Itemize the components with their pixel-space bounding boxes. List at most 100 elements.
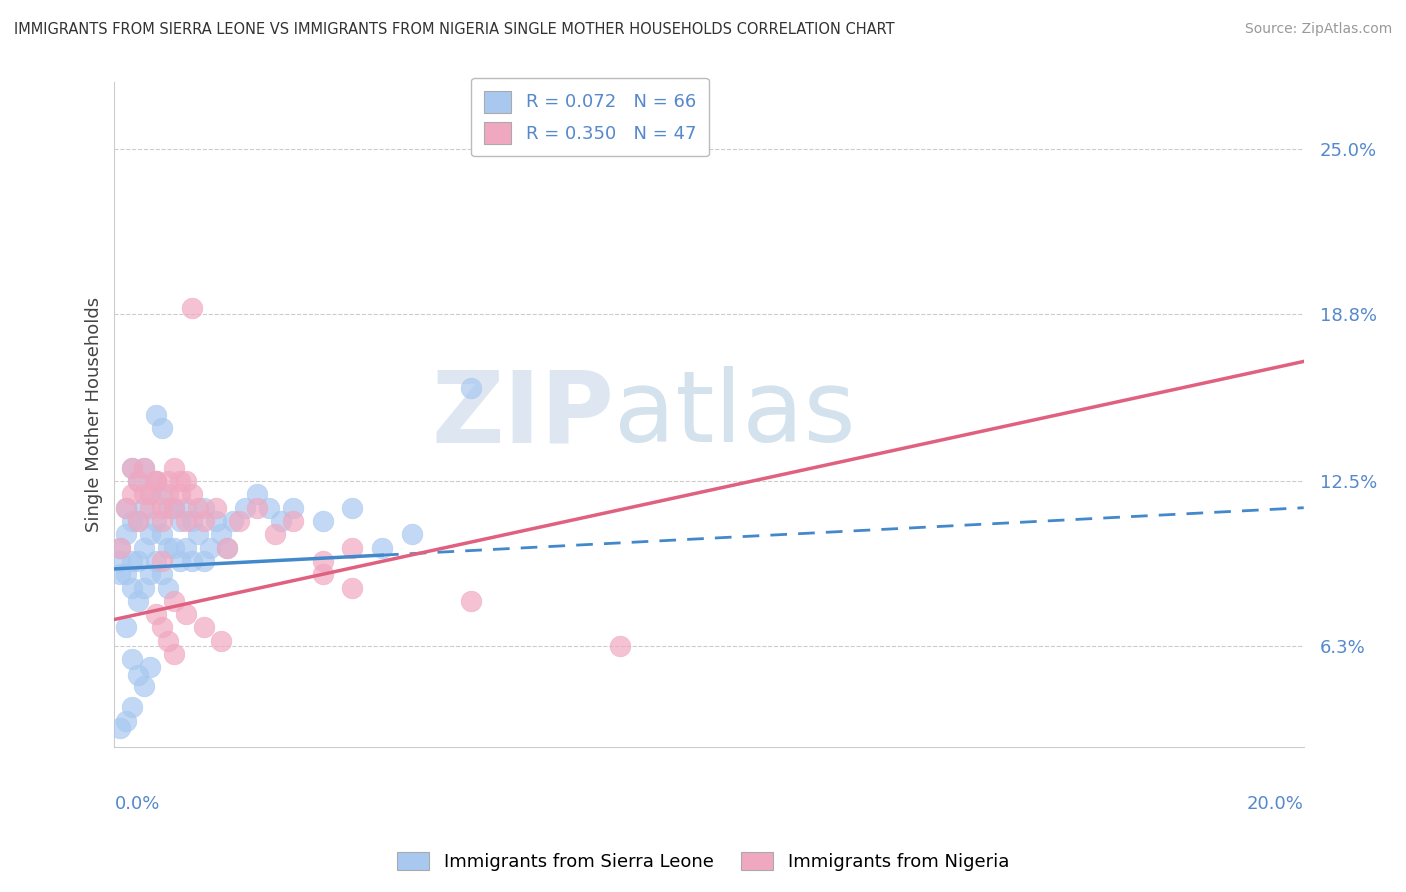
Point <box>134 460 156 475</box>
Point <box>169 474 191 488</box>
Point <box>228 514 250 528</box>
Point <box>127 668 149 682</box>
Point <box>127 594 149 608</box>
Point <box>163 500 186 515</box>
Point <box>127 474 149 488</box>
Point <box>163 500 186 515</box>
Point <box>139 500 162 515</box>
Point <box>246 487 269 501</box>
Point <box>342 541 364 555</box>
Point <box>139 567 162 582</box>
Point <box>169 514 191 528</box>
Point <box>311 567 333 582</box>
Point <box>121 581 143 595</box>
Point <box>121 652 143 666</box>
Point <box>204 500 226 515</box>
Point <box>193 620 215 634</box>
Point <box>145 408 167 422</box>
Point <box>139 487 162 501</box>
Point <box>127 474 149 488</box>
Point <box>342 500 364 515</box>
Point <box>110 722 132 736</box>
Point <box>163 460 186 475</box>
Point <box>204 514 226 528</box>
Point <box>187 500 209 515</box>
Point <box>180 554 202 568</box>
Text: atlas: atlas <box>614 366 855 463</box>
Point <box>115 567 138 582</box>
Point <box>270 514 292 528</box>
Point <box>342 581 364 595</box>
Point <box>264 527 287 541</box>
Point <box>174 607 197 621</box>
Point <box>180 514 202 528</box>
Point <box>121 460 143 475</box>
Point <box>257 500 280 515</box>
Point <box>169 487 191 501</box>
Legend: Immigrants from Sierra Leone, Immigrants from Nigeria: Immigrants from Sierra Leone, Immigrants… <box>389 845 1017 879</box>
Point <box>110 567 132 582</box>
Point <box>222 514 245 528</box>
Point <box>115 620 138 634</box>
Point <box>169 554 191 568</box>
Point <box>217 541 239 555</box>
Point <box>134 679 156 693</box>
Point <box>121 460 143 475</box>
Point <box>609 639 631 653</box>
Point <box>110 554 132 568</box>
Point <box>110 541 132 555</box>
Point <box>246 500 269 515</box>
Y-axis label: Single Mother Households: Single Mother Households <box>86 297 103 533</box>
Point <box>127 514 149 528</box>
Point <box>156 541 179 555</box>
Point <box>217 541 239 555</box>
Point <box>115 527 138 541</box>
Point <box>163 647 186 661</box>
Point <box>145 554 167 568</box>
Point <box>460 594 482 608</box>
Point <box>174 541 197 555</box>
Point <box>311 514 333 528</box>
Point <box>145 474 167 488</box>
Point <box>127 554 149 568</box>
Point <box>156 581 179 595</box>
Point <box>281 500 304 515</box>
Point <box>150 527 173 541</box>
Point <box>150 487 173 501</box>
Point <box>401 527 423 541</box>
Point <box>193 500 215 515</box>
Point <box>211 633 233 648</box>
Point <box>110 541 132 555</box>
Point <box>134 500 156 515</box>
Point <box>150 620 173 634</box>
Point <box>134 541 156 555</box>
Point <box>150 421 173 435</box>
Text: ZIP: ZIP <box>432 366 614 463</box>
Point <box>233 500 256 515</box>
Point <box>115 500 138 515</box>
Point <box>187 527 209 541</box>
Point <box>150 554 173 568</box>
Point <box>115 714 138 728</box>
Point <box>174 474 197 488</box>
Point <box>174 500 197 515</box>
Point <box>163 594 186 608</box>
Text: IMMIGRANTS FROM SIERRA LEONE VS IMMIGRANTS FROM NIGERIA SINGLE MOTHER HOUSEHOLDS: IMMIGRANTS FROM SIERRA LEONE VS IMMIGRAN… <box>14 22 894 37</box>
Point <box>156 487 179 501</box>
Point <box>156 633 179 648</box>
Point <box>193 554 215 568</box>
Point <box>139 527 162 541</box>
Point <box>145 474 167 488</box>
Text: Source: ZipAtlas.com: Source: ZipAtlas.com <box>1244 22 1392 37</box>
Point <box>174 514 197 528</box>
Point <box>134 460 156 475</box>
Point <box>156 474 179 488</box>
Point <box>193 514 215 528</box>
Point <box>150 500 173 515</box>
Point <box>121 487 143 501</box>
Point <box>145 514 167 528</box>
Point <box>145 474 167 488</box>
Point <box>311 554 333 568</box>
Point <box>115 500 138 515</box>
Point <box>134 581 156 595</box>
